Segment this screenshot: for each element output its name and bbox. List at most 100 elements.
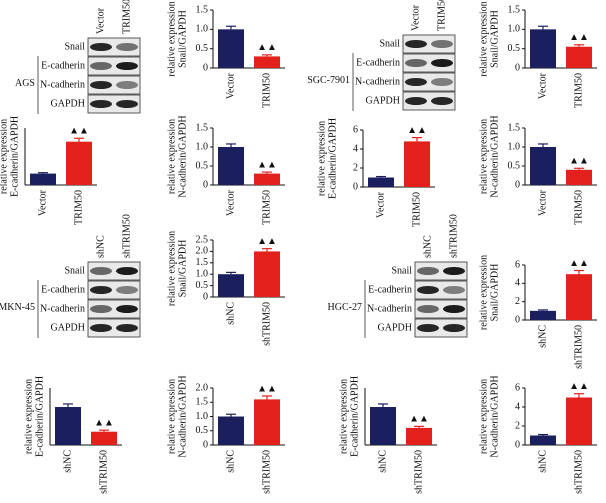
bar bbox=[406, 427, 432, 445]
row-label: N-cadherin bbox=[40, 303, 85, 314]
bar bbox=[218, 416, 244, 445]
bar bbox=[530, 29, 556, 68]
x-tick-label: shNC bbox=[225, 302, 236, 325]
y-tick-label: 4 bbox=[353, 143, 358, 154]
x-tick-label: shTRIM50 bbox=[573, 450, 584, 494]
lane-label: TRIM50 bbox=[121, 0, 132, 34]
bar bbox=[30, 173, 56, 185]
y-tick-label: 0 bbox=[515, 314, 520, 325]
row-label: E-cadherin bbox=[41, 60, 85, 71]
y-axis-label: relative expression bbox=[478, 119, 489, 194]
y-tick-label: 6 bbox=[353, 124, 358, 135]
y-tick-label: 4 bbox=[515, 401, 520, 412]
y-tick-label: 1.5 bbox=[508, 4, 521, 15]
bar bbox=[66, 141, 92, 185]
annotation: ▲▲ bbox=[257, 159, 277, 170]
blot-band bbox=[116, 286, 138, 294]
row-label: N-cadherin bbox=[367, 303, 412, 314]
lane-label: Vector bbox=[95, 7, 106, 34]
y-tick-label: 0 bbox=[203, 179, 208, 190]
row-label: GAPDH bbox=[378, 322, 412, 333]
row-label: GAPDH bbox=[51, 322, 85, 333]
y-axis-label: N-cadherin/GAPDH bbox=[177, 115, 188, 197]
y-axis-label: relative expression bbox=[478, 1, 489, 76]
annotation: ▲▲ bbox=[409, 414, 429, 425]
y-tick-label: 1.5 bbox=[196, 4, 209, 15]
y-tick-label: 1.0 bbox=[196, 24, 209, 35]
y-tick-label: 1.0 bbox=[196, 268, 209, 279]
y-axis-label: E-cadherin/GAPDH bbox=[9, 116, 20, 197]
y-axis-label: Snail/GAPDH bbox=[177, 10, 188, 68]
x-tick-label: shNC bbox=[377, 450, 388, 473]
annotation: ▲▲ bbox=[407, 125, 427, 136]
blot-band bbox=[116, 267, 138, 275]
y-axis-label: N-cadherin/GAPDH bbox=[489, 115, 500, 197]
blot-frame bbox=[87, 299, 141, 319]
row-label: E-cadherin bbox=[368, 284, 412, 295]
x-tick-label: shTRIM50 bbox=[261, 302, 272, 346]
y-tick-label: 1.5 bbox=[508, 122, 521, 133]
y-axis-label: relative expression bbox=[166, 379, 177, 454]
x-tick-label: TRIM50 bbox=[573, 73, 584, 108]
bar bbox=[566, 46, 592, 68]
row-label: N-cadherin bbox=[355, 76, 400, 87]
bar bbox=[530, 310, 556, 320]
blot-frame bbox=[414, 261, 468, 281]
y-axis-label: relative expression bbox=[166, 1, 177, 76]
x-tick-label: TRIM50 bbox=[573, 190, 584, 225]
y-tick-label: 0 bbox=[515, 62, 520, 73]
blot-frame bbox=[87, 37, 141, 57]
blot-band bbox=[431, 59, 453, 67]
y-tick-label: 1.0 bbox=[196, 411, 209, 422]
blot-band bbox=[405, 59, 427, 67]
y-tick-label: 2 bbox=[353, 162, 358, 173]
blot-band bbox=[90, 81, 112, 89]
y-tick-label: 0 bbox=[353, 181, 358, 192]
annotation: ▲▲ bbox=[257, 42, 277, 53]
x-tick-label: shTRIM50 bbox=[413, 450, 424, 494]
blot-band bbox=[90, 286, 112, 294]
blot-band bbox=[116, 81, 138, 89]
blot-band bbox=[443, 286, 465, 294]
y-tick-label: 1.5 bbox=[196, 397, 209, 408]
y-tick-label: 0 bbox=[203, 439, 208, 450]
y-axis-label: Snail/GAPDH bbox=[489, 264, 500, 322]
annotation: ▲▲ bbox=[69, 126, 89, 137]
row-label: E-cadherin bbox=[356, 57, 400, 68]
row-label: Snail bbox=[391, 265, 412, 276]
bar bbox=[530, 147, 556, 185]
blot-band bbox=[443, 267, 465, 275]
blot-frame bbox=[402, 34, 456, 54]
blot-band bbox=[443, 324, 465, 332]
blot-band bbox=[405, 97, 427, 105]
blot-band bbox=[90, 324, 112, 332]
x-tick-label: Vector bbox=[225, 72, 236, 99]
y-tick-label: 0 bbox=[203, 291, 208, 302]
y-tick-label: 0.5 bbox=[196, 425, 209, 436]
bar bbox=[55, 407, 81, 445]
y-tick-label: 0 bbox=[203, 62, 208, 73]
blot-band bbox=[417, 324, 439, 332]
y-axis-label: N-cadherin/GAPDH bbox=[489, 375, 500, 457]
annotation: ▲▲ bbox=[569, 156, 589, 167]
blot-band bbox=[405, 40, 427, 48]
blot-band bbox=[417, 286, 439, 294]
cell-line: MKN-45 bbox=[0, 302, 35, 313]
cell-line: AGS bbox=[15, 78, 35, 89]
bar bbox=[254, 251, 280, 297]
blot-band bbox=[116, 305, 138, 313]
y-axis-label: relative expression bbox=[338, 379, 349, 454]
y-tick-label: 2 bbox=[515, 420, 520, 431]
blot-frame bbox=[414, 318, 468, 338]
lane-label: Vector bbox=[410, 4, 421, 31]
y-axis-label: relative expression bbox=[478, 379, 489, 454]
blot-frame bbox=[414, 299, 468, 319]
cell-line: HGC-27 bbox=[328, 302, 362, 313]
blot-frame bbox=[414, 280, 468, 300]
blot-band bbox=[90, 267, 112, 275]
y-tick-label: 0 bbox=[515, 439, 520, 450]
blot-band bbox=[431, 78, 453, 86]
y-axis-label: Snail/GAPDH bbox=[489, 10, 500, 68]
x-tick-label: Vector bbox=[225, 189, 236, 216]
